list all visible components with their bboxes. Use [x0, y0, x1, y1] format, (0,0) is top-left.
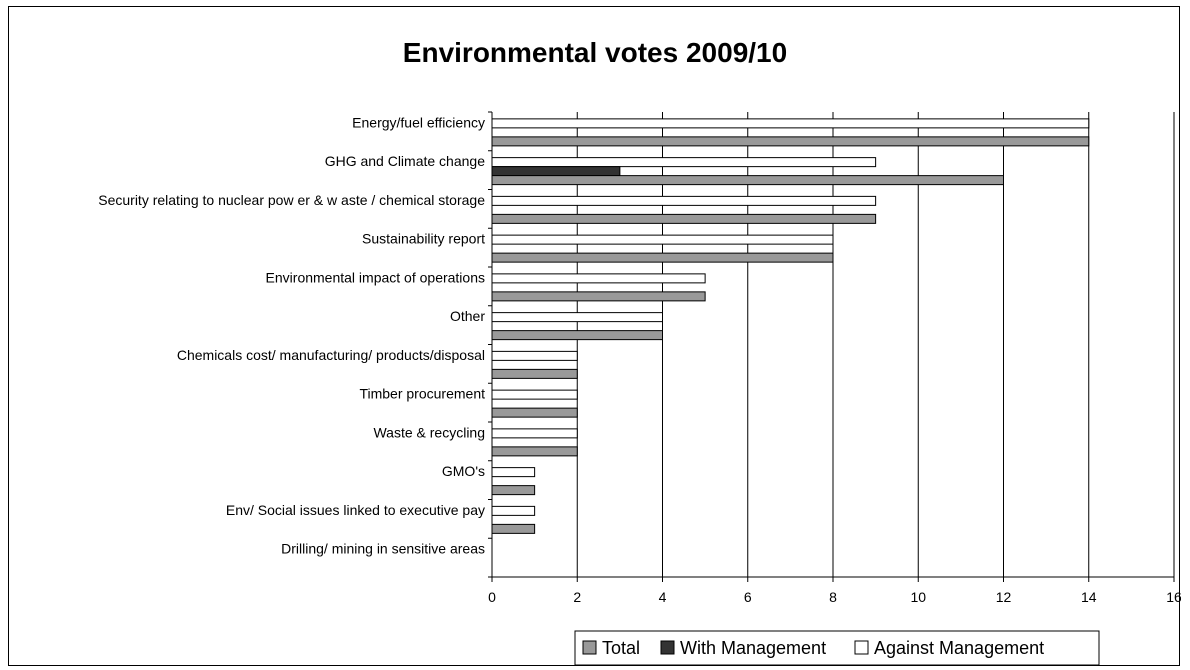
bar-total-0 [491, 136, 1090, 147]
bar-against-management-5 [491, 312, 663, 323]
bar-against-management-2 [491, 195, 877, 206]
x-tick-label: 0 [488, 589, 496, 605]
category-label: Timber procurement [359, 386, 485, 402]
bar-total-9 [491, 485, 536, 496]
category-label: Sustainability report [362, 231, 485, 247]
legend-label-against-management: Against Management [874, 638, 1044, 658]
legend-label-with-management: With Management [680, 638, 826, 658]
bar-against-management-6 [491, 350, 578, 361]
x-tick-label: 8 [829, 589, 837, 605]
x-tick-label: 14 [1081, 589, 1097, 605]
category-label: Other [450, 308, 485, 324]
x-tick-label: 2 [573, 589, 581, 605]
bar-against-management-10 [491, 505, 536, 516]
bar-against-management-1 [491, 157, 877, 168]
category-label: Environmental impact of operations [266, 269, 485, 285]
bar-against-management-4 [491, 273, 706, 284]
x-tick-label: 10 [910, 589, 926, 605]
legend-swatch-with-management [660, 640, 675, 655]
bar-total-7 [491, 407, 578, 418]
category-label: Energy/fuel efficiency [352, 114, 485, 130]
chart-frame: Environmental votes 2009/10 Energy/fuel e… [8, 6, 1181, 666]
legend-swatch-against-management [854, 640, 869, 655]
legend-label-total: Total [602, 638, 640, 658]
chart-svg: Environmental votes 2009/10 Energy/fuel e… [98, 37, 1181, 666]
category-label: Chemicals cost/ manufacturing/ products/… [177, 347, 485, 363]
bar-against-management-3 [491, 234, 834, 245]
x-tick-label: 16 [1166, 589, 1181, 605]
bar-total-10 [491, 523, 536, 534]
bar-total-5 [491, 330, 663, 341]
bar-total-2 [491, 213, 877, 224]
bar-total-8 [491, 446, 578, 457]
bar-against-management-0 [491, 118, 1090, 129]
category-label: GHG and Climate change [325, 153, 486, 169]
bar-total-6 [491, 368, 578, 379]
bar-with-management-1 [491, 166, 621, 177]
chart-title: Environmental votes 2009/10 [403, 37, 787, 68]
bar-total-1 [491, 175, 1004, 186]
bar-against-management-8 [491, 428, 578, 439]
category-label: Security relating to nuclear pow er & w … [98, 192, 485, 208]
x-tick-label: 6 [744, 589, 752, 605]
bar-total-3 [491, 252, 834, 263]
category-label: Drilling/ mining in sensitive areas [281, 541, 485, 557]
category-label: Env/ Social issues linked to executive p… [226, 502, 485, 518]
x-tick-label: 4 [659, 589, 667, 605]
legend-swatch-total [582, 640, 597, 655]
bar-total-4 [491, 291, 706, 302]
category-label: Waste & recycling [373, 424, 485, 440]
bar-against-management-7 [491, 389, 578, 400]
bar-against-management-9 [491, 467, 536, 478]
category-label: GMO's [442, 463, 485, 479]
x-tick-label: 12 [996, 589, 1012, 605]
